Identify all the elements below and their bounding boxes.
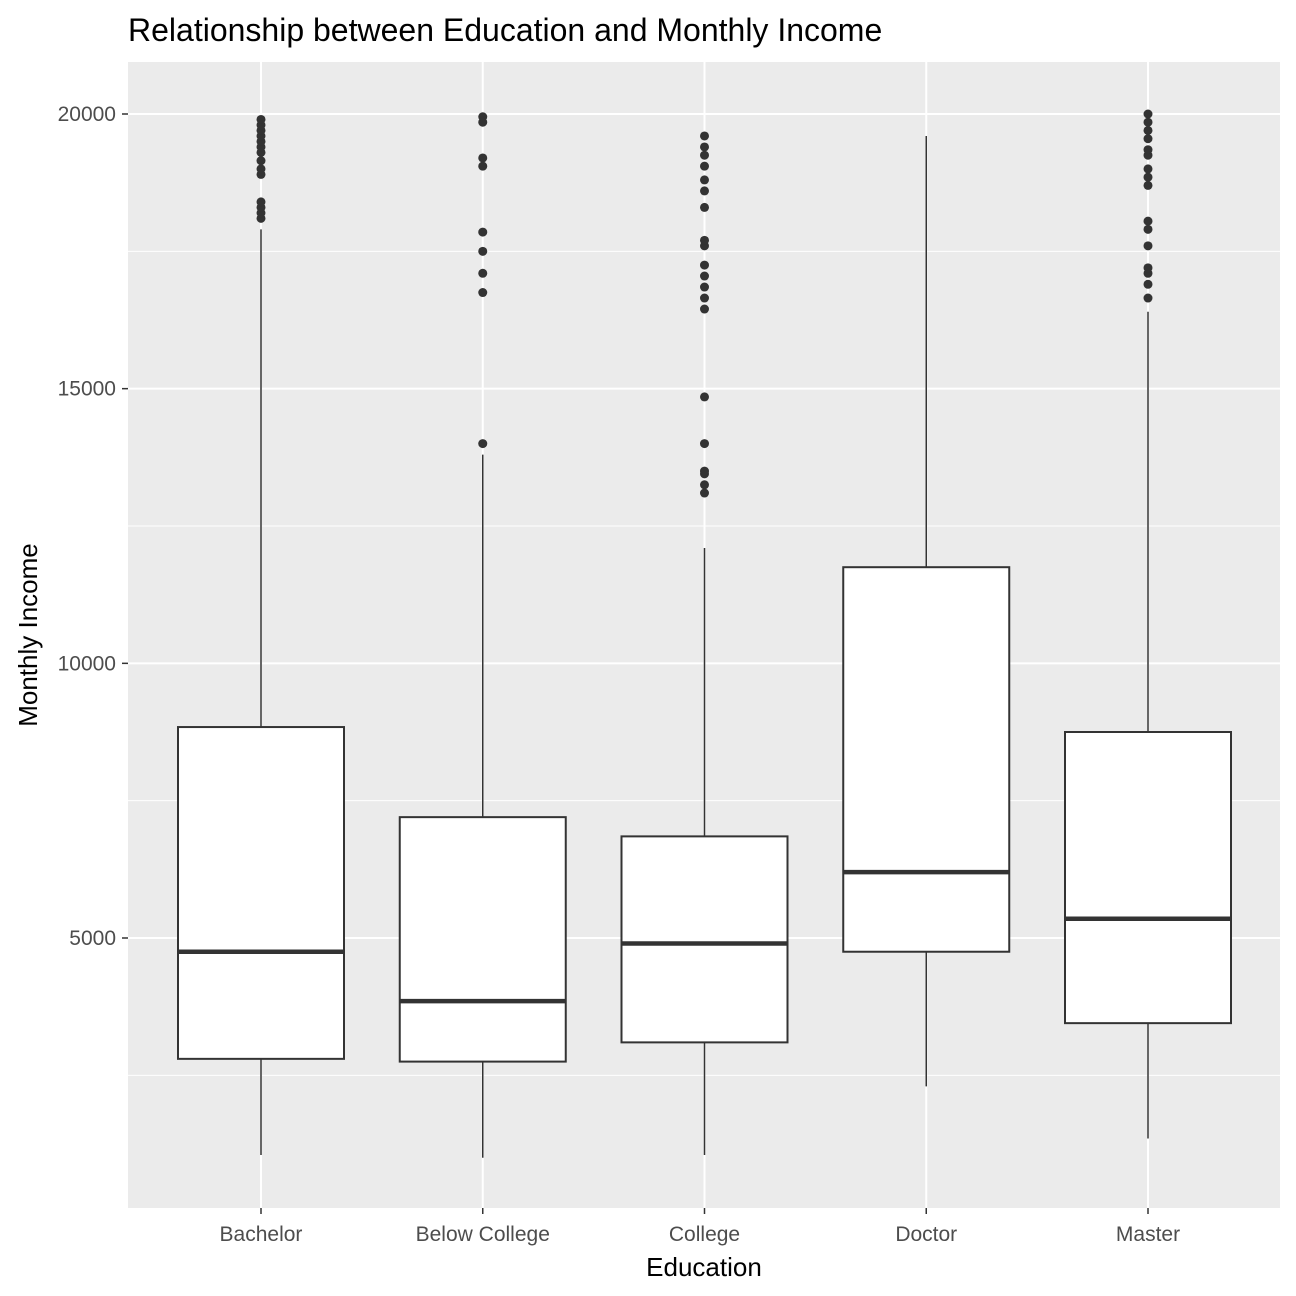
- x-tick-label: Bachelor: [220, 1223, 303, 1246]
- outlier-point: [1143, 224, 1153, 234]
- outlier-point: [478, 439, 488, 449]
- x-axis: Bachelor Below College College Doctor Master: [220, 1208, 1180, 1246]
- outlier-point: [1143, 241, 1153, 251]
- box: [842, 566, 1011, 953]
- outlier-point: [1143, 216, 1153, 226]
- outlier-point: [700, 131, 709, 141]
- outlier-point: [700, 150, 709, 160]
- outlier-point: [700, 282, 709, 292]
- outlier-point: [478, 161, 488, 171]
- box: [398, 816, 567, 1063]
- outlier-point: [1143, 125, 1153, 135]
- y-tick-label: 5000: [69, 927, 116, 950]
- x-axis-title: Education: [646, 1252, 762, 1282]
- outlier-point: [700, 202, 709, 212]
- outlier-point: [700, 392, 709, 402]
- outlier-point: [256, 164, 266, 174]
- outlier-point: [1143, 109, 1153, 119]
- outlier-point: [700, 235, 709, 245]
- x-tick-label: Master: [1116, 1223, 1180, 1246]
- outlier-point: [478, 288, 488, 298]
- outlier-point: [700, 142, 709, 152]
- outlier-point: [700, 304, 709, 314]
- y-tick-label: 20000: [58, 103, 116, 126]
- outlier-point: [1143, 293, 1153, 303]
- outlier-point: [1143, 172, 1153, 182]
- chart-title: Relationship between Education and Month…: [128, 12, 882, 48]
- y-axis-title: Monthly Income: [13, 543, 43, 727]
- box: [1064, 731, 1232, 1025]
- outlier-point: [1143, 134, 1153, 144]
- y-tick-label: 10000: [58, 652, 116, 675]
- box: [620, 835, 789, 1044]
- outlier-point: [478, 153, 488, 163]
- x-tick-label: Below College: [416, 1223, 550, 1246]
- box-group: [842, 135, 1011, 1087]
- boxes: [177, 109, 1232, 1158]
- outlier-point: [1143, 279, 1153, 289]
- outlier-point: [700, 466, 709, 476]
- outlier-point: [700, 439, 709, 449]
- outlier-point: [700, 488, 709, 498]
- outlier-point: [256, 197, 266, 207]
- outlier-point: [700, 293, 709, 303]
- outlier-point: [256, 156, 266, 166]
- box-group: [620, 131, 789, 1155]
- outlier-point: [700, 175, 709, 185]
- outlier-point: [478, 246, 488, 256]
- box-group: [177, 114, 345, 1155]
- outlier-point: [256, 114, 266, 124]
- outlier-point: [1143, 180, 1153, 190]
- outlier-point: [478, 268, 488, 278]
- outlier-point: [1143, 263, 1153, 273]
- x-tick-label: College: [669, 1223, 740, 1246]
- outlier-point: [700, 480, 709, 490]
- outlier-point: [700, 161, 709, 171]
- outlier-point: [700, 271, 709, 281]
- outlier-point: [1143, 145, 1153, 155]
- box-group: [398, 112, 567, 1158]
- outlier-point: [478, 227, 488, 237]
- x-tick-label: Doctor: [895, 1223, 957, 1246]
- outlier-point: [478, 112, 488, 122]
- outlier-point: [700, 260, 709, 270]
- box-group: [1064, 109, 1232, 1139]
- outlier-point: [1143, 164, 1153, 174]
- y-axis: 5000 10000 15000 20000: [58, 103, 128, 950]
- y-tick-label: 15000: [58, 378, 116, 401]
- outlier-point: [1143, 117, 1153, 127]
- outlier-point: [700, 186, 709, 196]
- box: [177, 726, 345, 1060]
